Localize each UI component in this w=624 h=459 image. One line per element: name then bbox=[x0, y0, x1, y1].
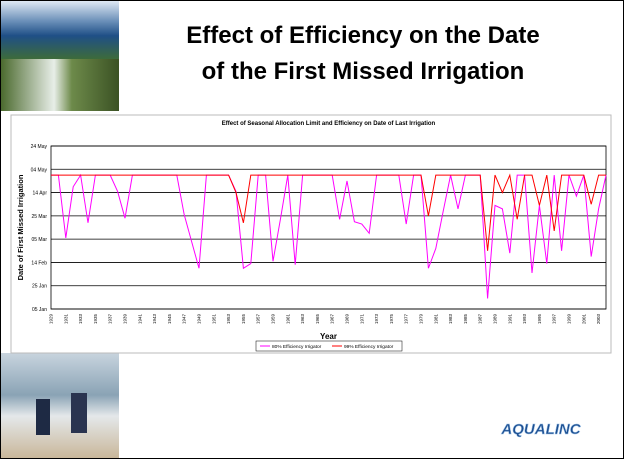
x-tick-label: 1941 bbox=[137, 314, 142, 325]
x-tick-label: 1947 bbox=[182, 314, 187, 325]
waterfall-photo bbox=[1, 59, 119, 111]
x-tick-label: 1949 bbox=[197, 314, 202, 325]
series-line bbox=[51, 173, 606, 251]
chart-frame bbox=[10, 114, 612, 354]
x-axis-label: Year bbox=[320, 332, 337, 341]
y-tick-label: 05 Mar bbox=[31, 237, 47, 243]
chart-title: Effect of Seasonal Allocation Limit and … bbox=[222, 121, 436, 127]
child-figure bbox=[36, 399, 50, 435]
x-tick-label: 1951 bbox=[211, 314, 216, 325]
x-tick-label: 2001 bbox=[581, 314, 586, 325]
slide-title: Effect of Efficiency on the Date bbox=[186, 22, 539, 49]
x-tick-label: 1967 bbox=[330, 314, 335, 325]
x-tick-label: 1995 bbox=[537, 314, 542, 325]
x-tick-label: 1959 bbox=[271, 314, 276, 325]
x-tick-label: 1983 bbox=[448, 314, 453, 325]
legend-box bbox=[255, 340, 403, 352]
x-tick-label: 1943 bbox=[152, 314, 157, 325]
x-tick-label: 1993 bbox=[522, 314, 527, 325]
x-tick-label: 1969 bbox=[345, 314, 350, 325]
x-tick-label: 1979 bbox=[419, 314, 424, 325]
x-tick-label: 1987 bbox=[478, 314, 483, 325]
beach-photo bbox=[1, 353, 119, 458]
x-tick-label: 1953 bbox=[226, 314, 231, 325]
x-tick-label: 1963 bbox=[300, 314, 305, 325]
y-tick-label: 24 May bbox=[31, 144, 48, 150]
y-tick-label: 05 Jan bbox=[32, 307, 47, 313]
x-tick-label: 1961 bbox=[285, 314, 290, 325]
x-tick-label: 1937 bbox=[108, 314, 113, 325]
x-tick-label: 1981 bbox=[433, 314, 438, 325]
x-tick-label: 1991 bbox=[507, 314, 512, 325]
x-tick-label: 1985 bbox=[463, 314, 468, 325]
child-figure bbox=[71, 393, 87, 433]
x-tick-label: 1971 bbox=[359, 314, 364, 325]
x-tick-label: 1973 bbox=[374, 314, 379, 325]
y-axis-label: Date of First Missed Irrigation bbox=[16, 174, 25, 280]
lake-photo bbox=[1, 1, 119, 59]
logo: AQUALINC bbox=[500, 421, 581, 438]
x-tick-label: 1989 bbox=[493, 314, 498, 325]
y-tick-label: 14 Feb bbox=[31, 260, 47, 266]
slide-title: of the First Missed Irrigation bbox=[202, 58, 525, 85]
x-tick-label: 1977 bbox=[404, 314, 409, 325]
y-tick-label: 25 Mar bbox=[31, 214, 47, 220]
legend-label: 99% Efficiency Irrigator bbox=[344, 344, 394, 350]
x-tick-label: 1939 bbox=[123, 314, 128, 325]
y-tick-label: 14 Apr bbox=[33, 191, 48, 197]
legend-label: 80% Efficiency Irrigator bbox=[272, 344, 322, 350]
x-tick-label: 1929 bbox=[49, 314, 54, 325]
x-tick-label: 1965 bbox=[315, 314, 320, 325]
x-tick-label: 1931 bbox=[63, 314, 68, 325]
x-tick-label: 1997 bbox=[552, 314, 557, 325]
y-tick-label: 25 Jan bbox=[32, 284, 47, 290]
x-tick-label: 1975 bbox=[389, 314, 394, 325]
x-tick-label: 1957 bbox=[256, 314, 261, 325]
chart: Effect of Seasonal Allocation Limit and … bbox=[16, 121, 607, 352]
x-tick-label: 1933 bbox=[78, 314, 83, 325]
x-tick-label: 1999 bbox=[567, 314, 572, 325]
x-tick-label: 1935 bbox=[93, 314, 98, 325]
x-tick-label: 2003 bbox=[596, 314, 601, 325]
y-tick-label: 04 May bbox=[31, 167, 48, 173]
x-tick-label: 1955 bbox=[241, 314, 246, 325]
x-tick-label: 1945 bbox=[167, 314, 172, 325]
plot-border bbox=[50, 145, 607, 310]
